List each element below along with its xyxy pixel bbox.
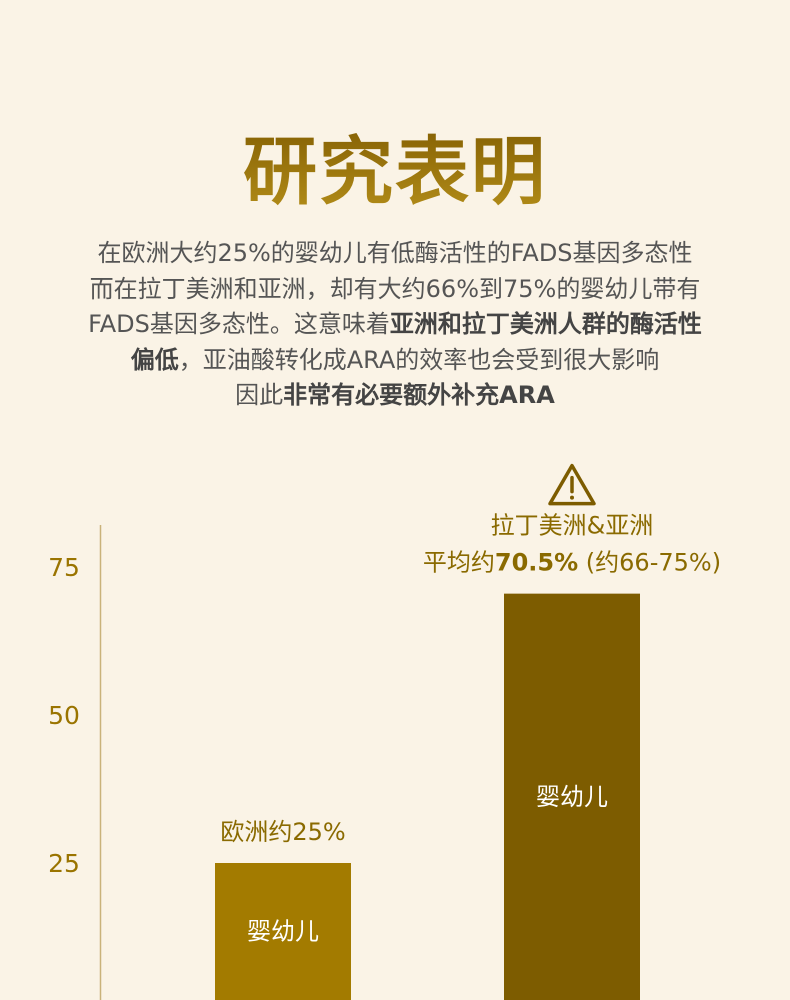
text: ，亚油酸转化成ARA的效率也会受到很大影响 bbox=[178, 345, 660, 374]
bar bbox=[504, 593, 640, 1000]
bar-category-label: 婴幼儿 bbox=[247, 918, 319, 946]
y-tick-label: 75 bbox=[48, 553, 80, 582]
bar-annotation-title: 拉丁美洲&亚洲 bbox=[491, 512, 654, 540]
description-paragraph: 在欧洲大约25%的婴幼儿有低酶活性的FADS基因多态性 而在拉丁美洲和亚洲，却有大… bbox=[0, 236, 790, 414]
paragraph-line: 在欧洲大约25%的婴幼儿有低酶活性的FADS基因多态性 bbox=[0, 236, 790, 272]
paragraph-line: 因此非常有必要额外补充ARA bbox=[0, 378, 790, 414]
bold-text: 非常有必要额外补充ARA bbox=[283, 381, 555, 409]
paragraph-line: 而在拉丁美洲和亚洲，却有大约66%到75%的婴幼儿带有 bbox=[0, 272, 790, 308]
bar-category-label: 婴幼儿 bbox=[536, 783, 608, 811]
bold-text: 偏低 bbox=[130, 345, 179, 374]
y-tick-label: 50 bbox=[48, 701, 80, 730]
y-tick-label: 25 bbox=[48, 849, 80, 878]
text: FADS基因多态性。这意味着 bbox=[88, 310, 390, 338]
page-title: 研究表明 bbox=[0, 112, 790, 219]
bar-annotation: 欧洲约25% bbox=[220, 818, 345, 846]
warning-triangle-icon bbox=[548, 463, 596, 506]
bar-annotation-value: 平均约70.5% (约66-75%) bbox=[423, 549, 721, 577]
bold-text: 亚洲和拉丁美洲人群的酶活性 bbox=[389, 310, 702, 338]
bar bbox=[215, 863, 351, 1000]
text: 在欧洲大约25%的婴幼儿有低酶活性的FADS基因多态性 bbox=[97, 239, 693, 267]
text: 而在拉丁美洲和亚洲，却有大约66%到75%的婴幼儿带有 bbox=[89, 274, 701, 303]
paragraph-line: FADS基因多态性。这意味着亚洲和拉丁美洲人群的酶活性 bbox=[0, 307, 790, 343]
text: 因此 bbox=[235, 381, 284, 409]
paragraph-line: 偏低，亚油酸转化成ARA的效率也会受到很大影响 bbox=[0, 343, 790, 379]
